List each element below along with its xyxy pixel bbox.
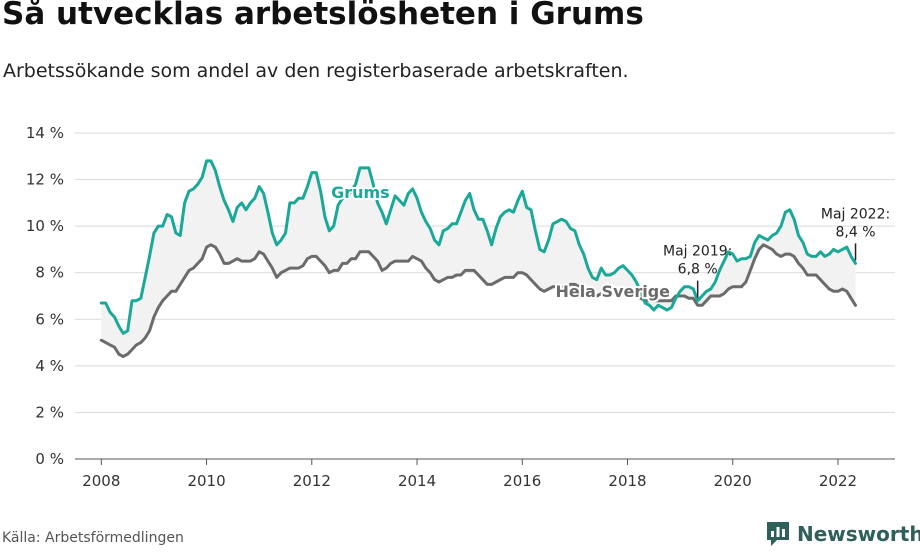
- y-axis: 0 % 2 % 4 % 6 % 8 % 10 % 12 % 14 %: [26, 124, 64, 468]
- annotation-line: 6,8 %: [678, 262, 718, 278]
- annotations: Maj 2019: 6,8 % Maj 2022: 8,4 %: [663, 206, 890, 298]
- y-tick-label: 0 %: [35, 450, 64, 468]
- y-tick-label: 6 %: [35, 310, 64, 328]
- source-note: Källa: Arbetsförmedlingen: [2, 530, 184, 546]
- brand-name: Newsworthy: [797, 522, 920, 546]
- annotation-line: Maj 2022:: [821, 206, 890, 222]
- annotation-label: Maj 2022: 8,4 %: [821, 206, 890, 240]
- series-label-grums: Grums: [331, 183, 390, 202]
- y-tick-label: 4 %: [35, 357, 64, 375]
- annotation-line: 8,4 %: [836, 224, 876, 240]
- y-tick-label: 8 %: [35, 264, 64, 282]
- y-tick-label: 10 %: [26, 217, 64, 235]
- bar-chart-speech-bubble-icon: [767, 522, 789, 546]
- y-tick-label: 14 %: [26, 124, 64, 142]
- x-tick-label: 2022: [819, 472, 857, 490]
- chart-subtitle: Arbetssökande som andel av den registerb…: [3, 60, 629, 82]
- series-labels: Grums Hela Sverige: [329, 181, 672, 303]
- series-line-hela-sverige: [99, 243, 857, 358]
- series-lines: [99, 159, 857, 358]
- chart-title: Så utvecklas arbetslösheten i Grums: [2, 0, 644, 32]
- x-axis: 2008 2010 2012 2014 2016 2018 2020 2022: [82, 459, 857, 490]
- x-tick-label: 2012: [293, 472, 331, 490]
- x-tick-label: 2016: [503, 472, 541, 490]
- x-tick-label: 2020: [714, 472, 752, 490]
- annotation-line: Maj 2019:: [663, 244, 732, 260]
- annotation-label: Maj 2019: 6,8 %: [663, 244, 732, 278]
- x-tick-label: 2014: [398, 472, 436, 490]
- x-tick-label: 2018: [608, 472, 646, 490]
- x-tick-label: 2008: [82, 472, 120, 490]
- y-tick-label: 12 %: [26, 171, 64, 189]
- y-tick-label: 2 %: [35, 403, 64, 421]
- brand-logo: Newsworthy: [765, 520, 920, 548]
- x-tick-label: 2010: [187, 472, 225, 490]
- series-label-hela-sverige: Hela Sverige: [555, 282, 670, 301]
- series-line-grums: [99, 159, 857, 335]
